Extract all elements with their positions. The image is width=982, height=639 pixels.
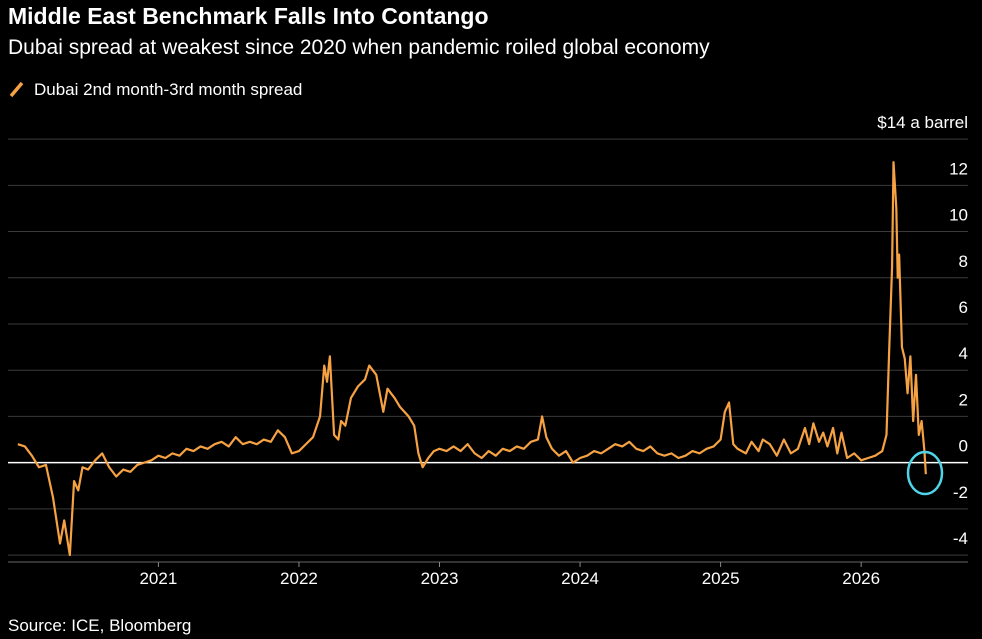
plot-area: -4 -2 0 2 4 6 8 10 12 $14 a barrel 2021 2022 2023 202… <box>8 113 968 588</box>
y-tick-label: 0 <box>959 437 968 456</box>
y-tick-label: -4 <box>953 529 968 548</box>
x-tick-label: 2023 <box>421 569 459 588</box>
y-tick-label: 4 <box>959 344 968 363</box>
chart-title: Middle East Benchmark Falls Into Contang… <box>8 3 489 29</box>
legend-swatch <box>9 81 24 98</box>
y-tick-label: $14 a barrel <box>877 113 968 132</box>
x-tick-label: 2022 <box>280 569 318 588</box>
y-tick-label: 10 <box>949 206 968 225</box>
y-tick-label: 2 <box>959 390 968 409</box>
y-tick-label: -2 <box>953 483 968 502</box>
legend-label: Dubai 2nd month-3rd month spread <box>34 80 302 99</box>
y-tick-label: 8 <box>959 252 968 271</box>
x-tick-label: 2026 <box>842 569 880 588</box>
x-tick-label: 2024 <box>561 569 599 588</box>
x-tick-label: 2025 <box>702 569 740 588</box>
chart-subtitle: Dubai spread at weakest since 2020 when … <box>8 36 710 59</box>
y-tick-label: 6 <box>959 298 968 317</box>
x-tick-label: 2021 <box>139 569 177 588</box>
highlight-circle <box>906 450 944 496</box>
data-line <box>17 161 927 557</box>
source: Source: ICE, Bloomberg <box>8 616 191 635</box>
y-tick-label: 12 <box>949 159 968 178</box>
